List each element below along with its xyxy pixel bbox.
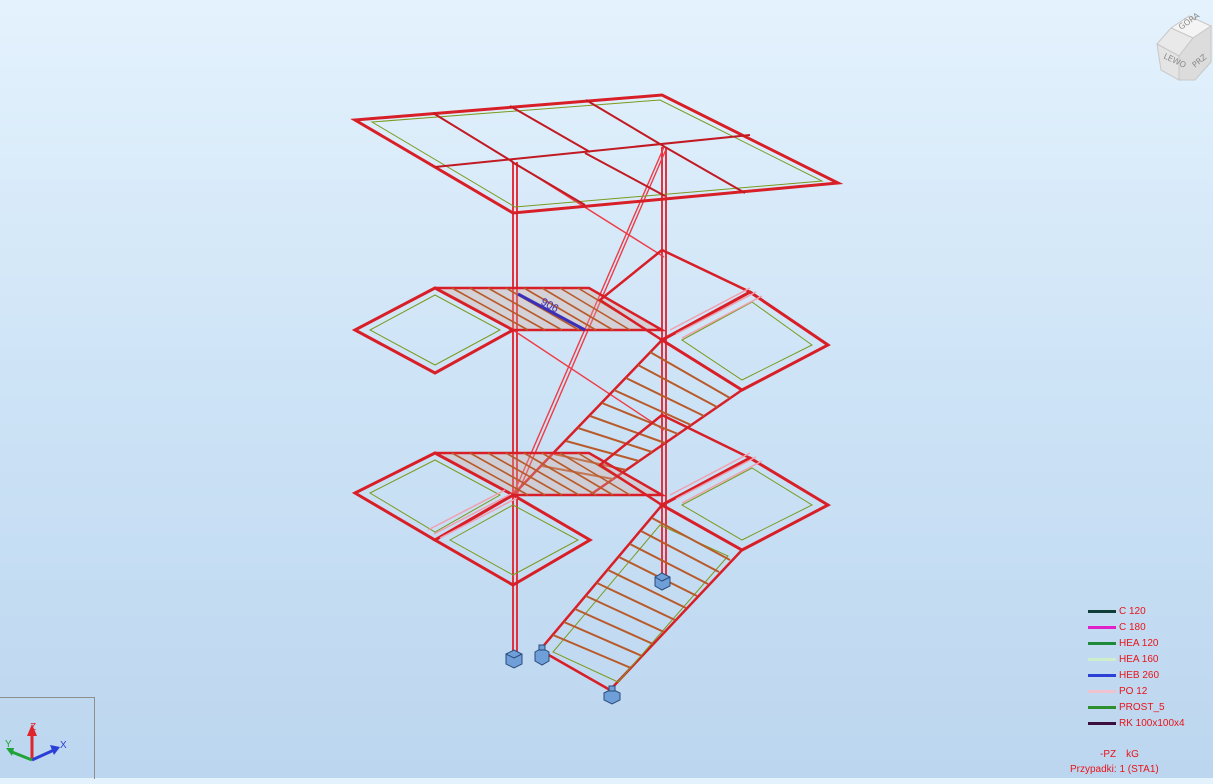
load-cases-readout: Przypadki: 1 (STA1) xyxy=(1070,764,1159,775)
middle-floor: 906 xyxy=(351,248,831,392)
legend-item: C 180 xyxy=(1088,619,1213,635)
legend-item: HEA 160 xyxy=(1088,651,1213,667)
axis-indicator-panel: Z X Y xyxy=(0,697,95,779)
direction-label: -PZ xyxy=(1100,749,1117,760)
section-legend: C 120 C 180 HEA 120 HEA 160 HEB 260 PO 12 PROS… xyxy=(1088,603,1213,731)
axis-triad: Z X Y xyxy=(5,722,67,762)
legend-label: PO 12 xyxy=(1119,685,1148,697)
columns xyxy=(512,147,667,652)
legend-item: RK 100x100x4 xyxy=(1088,715,1213,731)
heb-highlight[interactable] xyxy=(517,292,586,332)
legend-label: C 180 xyxy=(1119,621,1146,633)
legend-swatch xyxy=(1088,673,1116,677)
legend-item: PO 12 xyxy=(1088,683,1213,699)
axis-y-label: Y xyxy=(5,739,12,750)
legend-label: PROST_5 xyxy=(1119,701,1165,713)
units-readout: -PZ kG xyxy=(1100,749,1139,760)
bracing xyxy=(512,146,668,496)
legend-swatch xyxy=(1088,705,1116,709)
legend-label: C 120 xyxy=(1119,605,1146,617)
legend-label: HEA 120 xyxy=(1119,637,1159,649)
legend-swatch xyxy=(1088,625,1116,629)
lower-floor xyxy=(351,413,832,587)
legend-label: HEB 260 xyxy=(1119,669,1160,681)
legend-swatch xyxy=(1088,641,1116,645)
legend-item: PROST_5 xyxy=(1088,699,1213,715)
lower-stair xyxy=(539,504,743,692)
roof-slab xyxy=(350,93,844,215)
legend-label: HEA 160 xyxy=(1119,653,1159,665)
legend-item: HEA 120 xyxy=(1088,635,1213,651)
legend-item: HEB 260 xyxy=(1088,667,1213,683)
supports xyxy=(505,572,671,705)
legend-swatch xyxy=(1088,689,1116,693)
axis-z-label: Z xyxy=(30,722,36,733)
legend-swatch xyxy=(1088,609,1116,613)
legend-swatch xyxy=(1088,721,1116,725)
view-cube[interactable]: GÓRA LEWO PRZ xyxy=(1153,10,1213,90)
unit-label: kG xyxy=(1126,749,1139,760)
legend-label: RK 100x100x4 xyxy=(1119,717,1185,729)
legend-swatch xyxy=(1088,657,1116,661)
legend-item: C 120 xyxy=(1088,603,1213,619)
axis-x-label: X xyxy=(60,740,67,751)
